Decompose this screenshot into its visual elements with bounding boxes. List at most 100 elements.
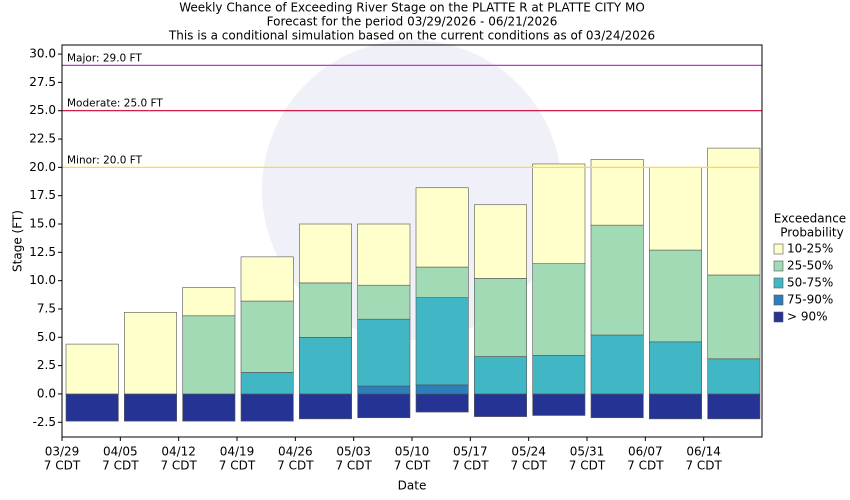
legend-swatch (773, 277, 784, 289)
bar-segment (649, 167, 702, 251)
x-tick-label: 03/29 (45, 445, 80, 459)
x-tick-time: 7 CDT (452, 459, 489, 473)
bar-segment (182, 393, 236, 422)
legend-swatch (773, 311, 784, 323)
bar-segment (240, 300, 294, 373)
legend-swatch (773, 243, 784, 255)
flood-label: Major: 29.0 FT (67, 52, 142, 64)
bar-segment (65, 343, 119, 395)
y-tick-label: 2.5 (37, 358, 56, 372)
y-axis-label: Stage (FT) (11, 210, 25, 272)
bar-segment (182, 287, 236, 317)
legend-title: Exceedance (774, 212, 846, 226)
y-tick-label: 10.0 (29, 273, 56, 287)
x-tick-time: 7 CDT (627, 459, 664, 473)
bar-segment (532, 355, 586, 395)
bar-segment (357, 385, 411, 395)
bar-segment (357, 318, 411, 387)
x-tick-time: 7 CDT (277, 459, 314, 473)
y-tick-label: 27.5 (29, 75, 56, 89)
bar-segment (65, 393, 119, 422)
legend-label: 50-75% (787, 276, 833, 290)
bar-segment (532, 163, 586, 264)
bar-segment (415, 393, 469, 413)
chart-title: Weekly Chance of Exceeding River Stage o… (179, 1, 645, 15)
bar-segment (357, 393, 411, 419)
x-tick-label: 04/26 (278, 445, 313, 459)
flood-label: Moderate: 25.0 FT (67, 98, 163, 110)
x-tick-label: 05/31 (570, 445, 605, 459)
x-tick-label: 05/03 (336, 445, 371, 459)
x-tick-time: 7 CDT (685, 459, 722, 473)
bar-segment (299, 337, 352, 395)
x-axis-label: Date (398, 479, 427, 493)
y-tick-label: 5.0 (37, 330, 56, 344)
x-tick-time: 7 CDT (44, 459, 81, 473)
y-tick-label: 17.5 (29, 188, 56, 202)
bar-segment (415, 266, 469, 298)
legend-swatch (773, 260, 784, 272)
bar-segment (474, 393, 527, 417)
x-tick-label: 04/12 (161, 445, 196, 459)
x-tick-label: 05/10 (395, 445, 430, 459)
x-tick-time: 7 CDT (219, 459, 256, 473)
bar-segment (590, 334, 644, 395)
bar-segment (707, 147, 761, 276)
bar-segment (124, 312, 177, 395)
bar-segment (474, 278, 527, 357)
bar-segment (707, 393, 761, 420)
y-tick-label: 12.5 (29, 245, 56, 259)
bar-segment (532, 263, 586, 356)
y-tick-label: 22.5 (29, 132, 56, 146)
bar-segment (357, 284, 411, 320)
bar-segment (299, 223, 352, 284)
y-tick-label: 7.5 (37, 301, 56, 315)
y-tick-label: 0.0 (37, 386, 56, 400)
bar-segment (474, 356, 527, 395)
bar-segment (299, 282, 352, 338)
legend-title: Probability (780, 226, 843, 240)
x-tick-label: 05/17 (453, 445, 488, 459)
bar-segment (415, 297, 469, 386)
x-tick-time: 7 CDT (335, 459, 372, 473)
legend-swatch (773, 294, 784, 306)
x-tick-time: 7 CDT (394, 459, 431, 473)
x-tick-time: 7 CDT (160, 459, 197, 473)
bar-segment (124, 393, 177, 422)
bar-segment (357, 223, 411, 286)
bar-segment (240, 256, 294, 302)
x-tick-label: 05/24 (511, 445, 546, 459)
chart-subtitle: Forecast for the period 03/29/2026 - 06/… (267, 15, 558, 29)
y-tick-label: 20.0 (29, 160, 56, 174)
bar-segment (707, 274, 761, 360)
bar-segment (707, 358, 761, 395)
bar-segment (182, 315, 236, 395)
x-tick-label: 06/14 (686, 445, 721, 459)
bar-segment (532, 393, 586, 416)
bar-segment (415, 384, 469, 395)
x-tick-label: 04/19 (220, 445, 255, 459)
flood-label: Minor: 20.0 FT (67, 154, 143, 166)
bar-segment (590, 224, 644, 336)
legend-label: 25-50% (787, 259, 833, 273)
y-tick-label: 25.0 (29, 103, 56, 117)
bar-segment (299, 393, 352, 420)
legend-label: > 90% (787, 310, 828, 324)
y-tick-label: -2.5 (33, 415, 56, 429)
bar-segment (240, 372, 294, 395)
x-tick-label: 04/05 (103, 445, 138, 459)
x-tick-time: 7 CDT (569, 459, 606, 473)
y-tick-label: 15.0 (29, 217, 56, 231)
y-tick-label: 30.0 (29, 47, 56, 61)
bar-segment (474, 204, 527, 279)
bar-segment (590, 159, 644, 226)
x-tick-time: 7 CDT (102, 459, 139, 473)
bar-segment (415, 187, 469, 268)
x-tick-time: 7 CDT (510, 459, 547, 473)
bar-segment (649, 393, 702, 420)
legend-label: 10-25% (787, 242, 833, 256)
chart-subtitle: This is a conditional simulation based o… (168, 29, 655, 43)
bar-segment (649, 249, 702, 343)
x-tick-label: 06/07 (628, 445, 663, 459)
